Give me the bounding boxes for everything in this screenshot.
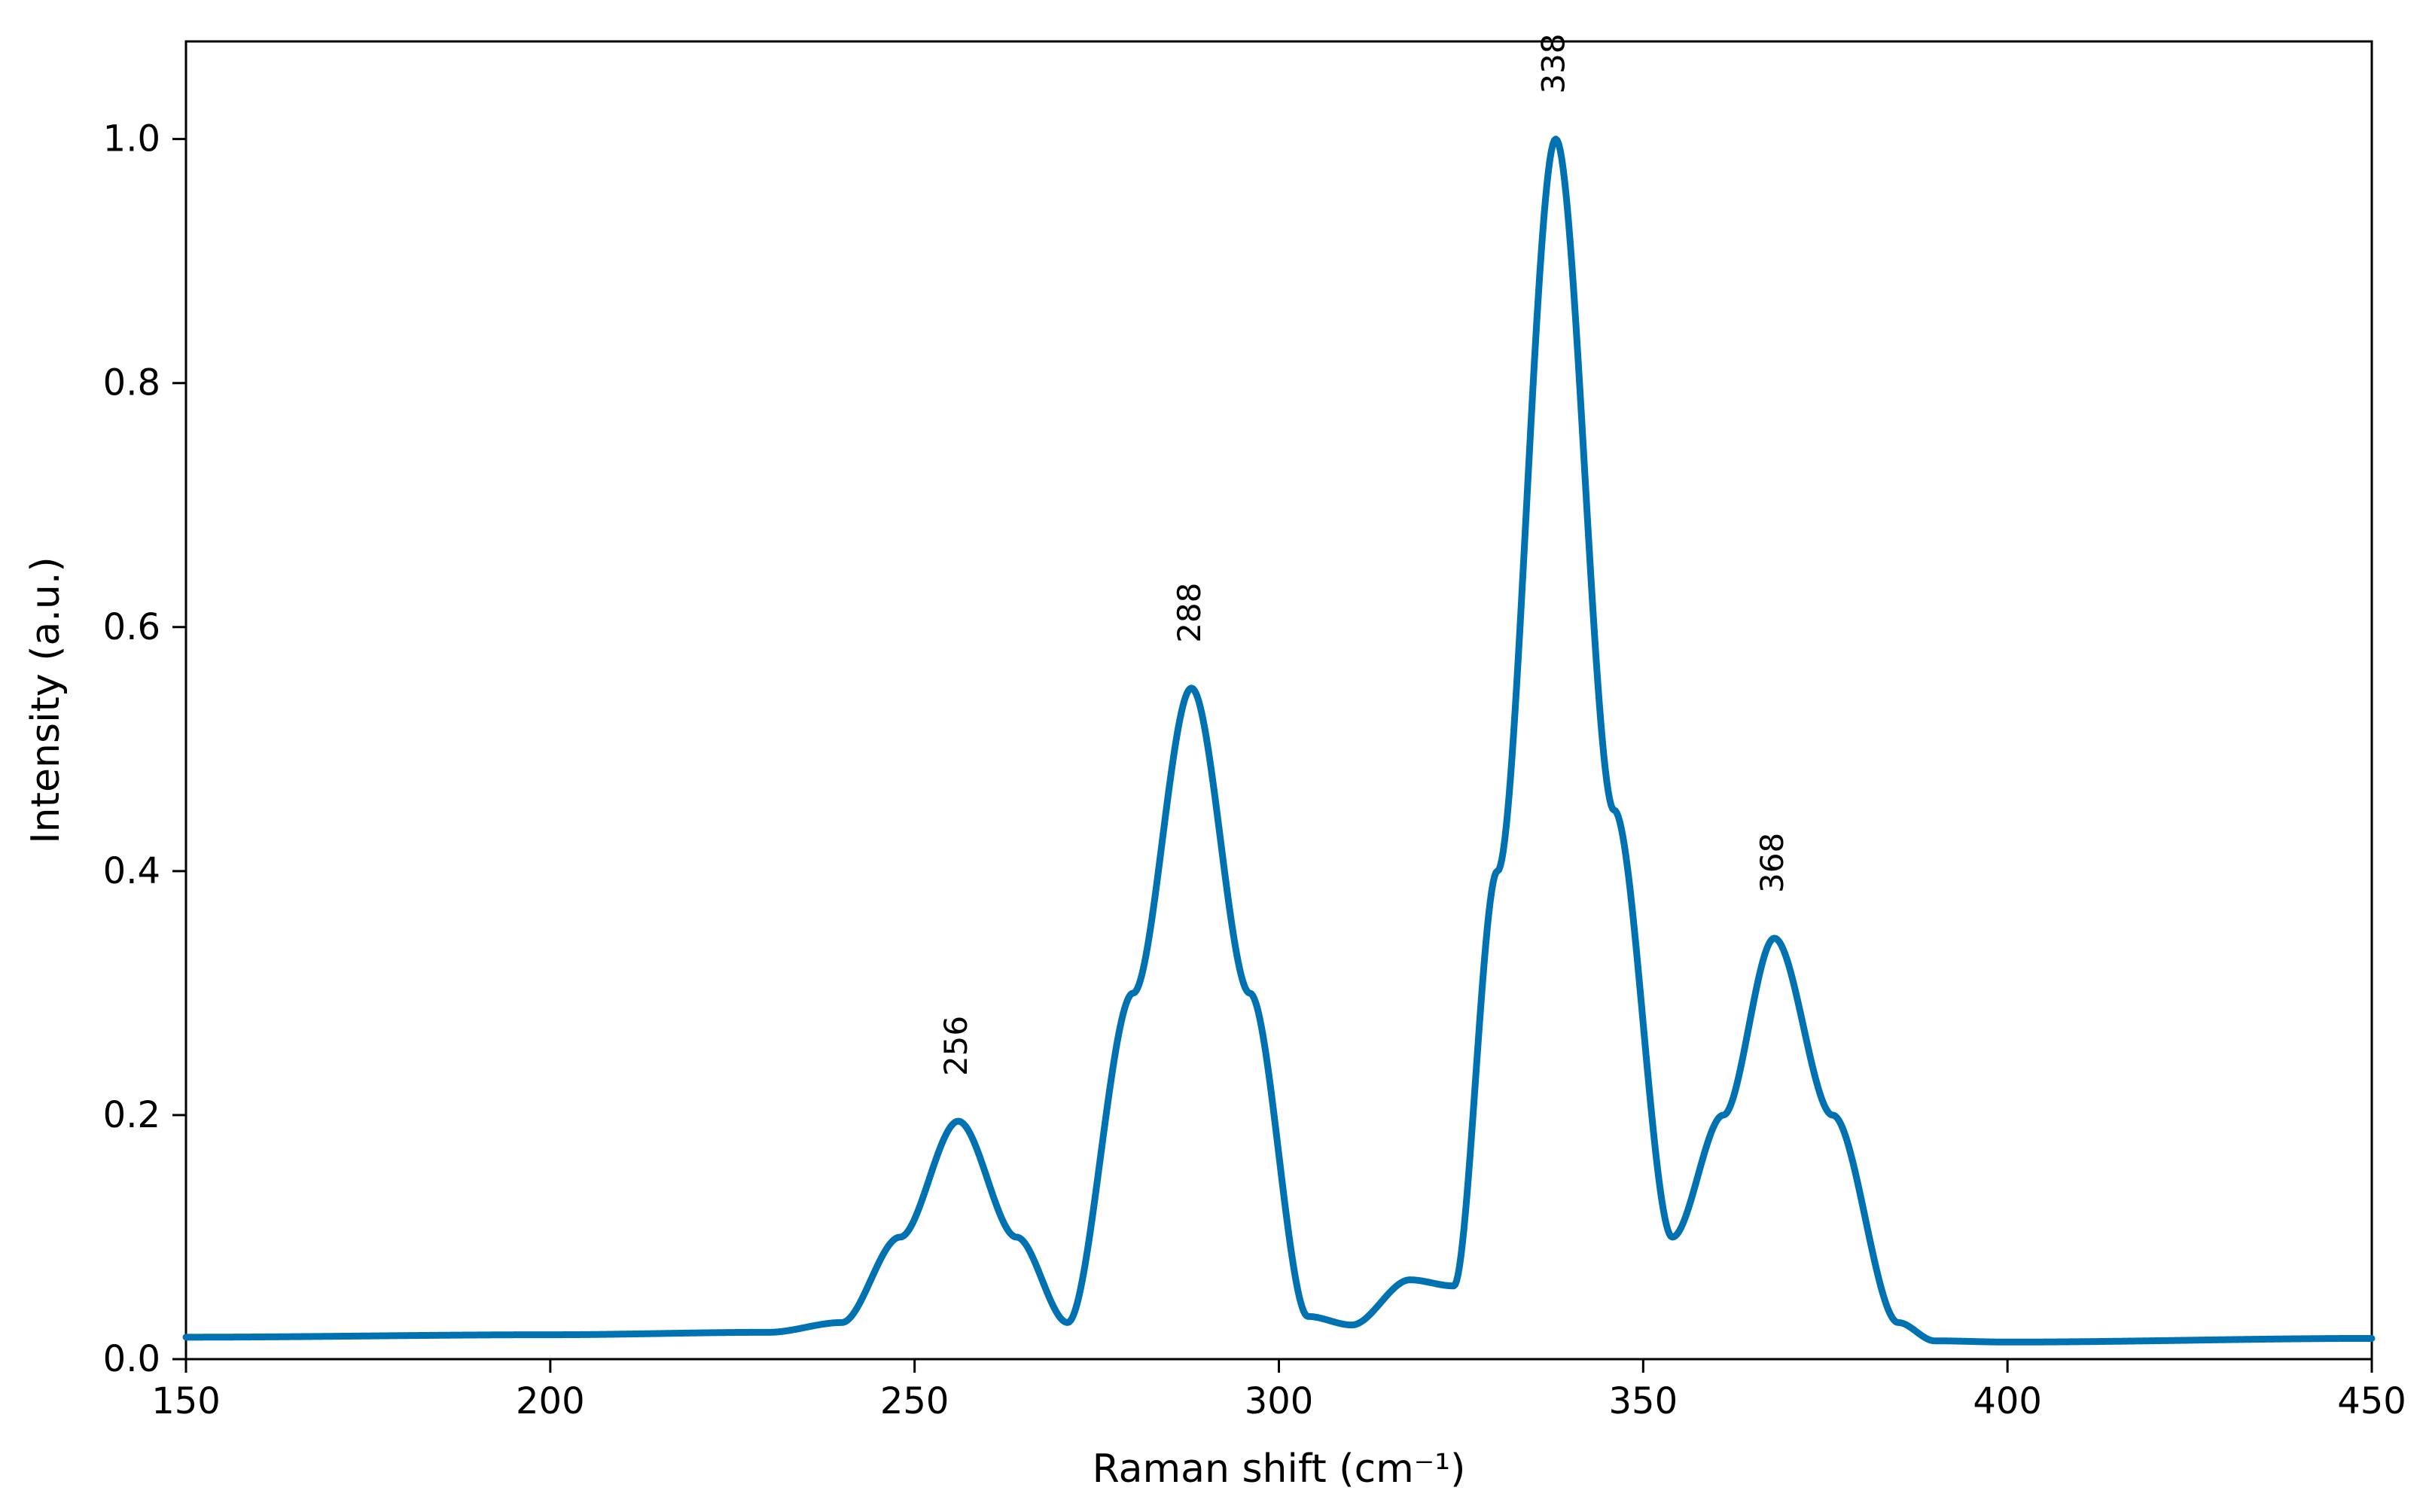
series-line	[182, 136, 2376, 1346]
x-tick-label: 150	[151, 1380, 221, 1422]
x-axis-label: Raman shift (cm⁻¹)	[1093, 1446, 1466, 1492]
y-tick-label: 1.0	[103, 118, 160, 160]
x-tick-label: 250	[880, 1380, 949, 1422]
y-tick-label: 0.2	[103, 1094, 160, 1136]
y-axis-ticks: 0.0 0.2 0.4 0.6 0.8 1.0	[103, 118, 186, 1380]
y-tick-label: 0.0	[103, 1338, 160, 1380]
x-tick-label: 450	[2337, 1380, 2406, 1422]
x-tick-label: 400	[1973, 1380, 2042, 1422]
x-tick-label: 200	[516, 1380, 585, 1422]
peak-label: 256	[937, 1016, 974, 1076]
y-tick-label: 0.8	[103, 362, 160, 404]
peak-labels: 256 288 338 368	[937, 33, 1791, 1076]
y-tick-label: 0.6	[103, 606, 160, 648]
x-tick-label: 350	[1609, 1380, 1678, 1422]
peak-label: 338	[1535, 33, 1572, 93]
peak-label: 288	[1171, 583, 1208, 643]
y-tick-label: 0.4	[103, 850, 160, 892]
y-axis-label: Intensity (a.u.)	[23, 556, 69, 843]
x-tick-label: 300	[1245, 1380, 1314, 1422]
peak-label: 368	[1754, 833, 1791, 893]
x-axis-ticks: 150 200 250 300 350 400 450	[151, 1359, 2406, 1422]
